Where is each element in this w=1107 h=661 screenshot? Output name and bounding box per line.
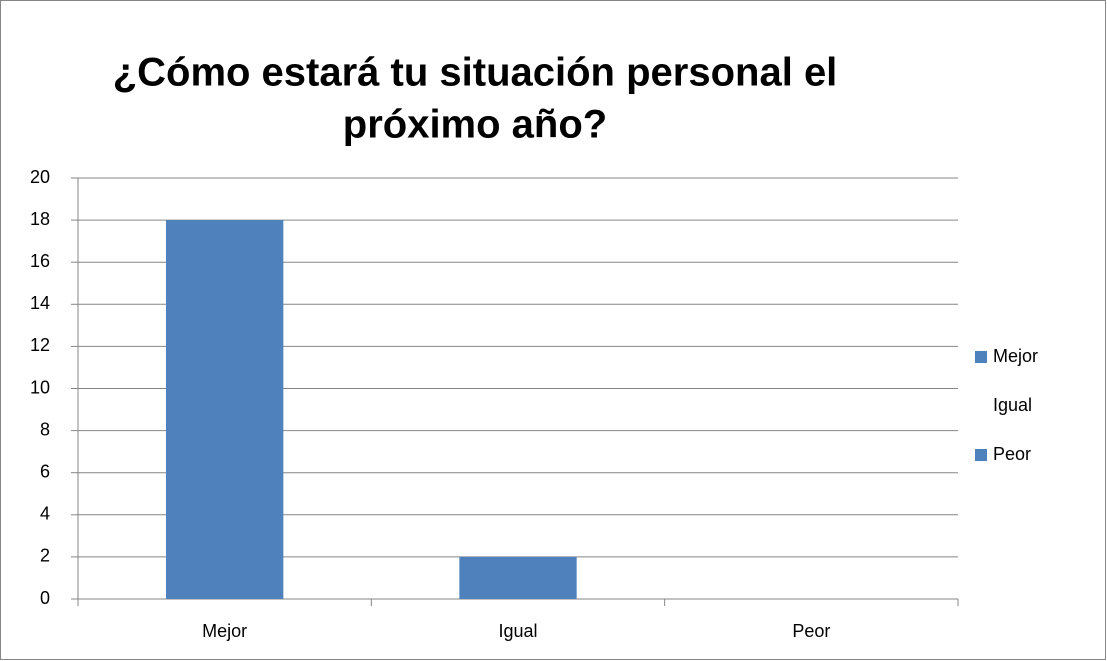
y-tick-label: 6 (40, 461, 50, 481)
x-tick-label: Mejor (202, 621, 247, 641)
legend-marker (975, 449, 987, 461)
y-tick-label: 8 (40, 419, 50, 439)
legend-label: Mejor (993, 346, 1038, 366)
legend-marker (975, 400, 987, 412)
y-tick-label: 16 (30, 251, 50, 271)
y-tick-label: 0 (40, 588, 50, 608)
y-tick-label: 10 (30, 377, 50, 397)
chart-title: ¿Cómo estará tu situación personal el (113, 51, 838, 95)
y-tick-label: 20 (30, 167, 50, 187)
legend-label: Igual (993, 395, 1032, 415)
bar (166, 220, 284, 599)
y-tick-label: 4 (40, 504, 50, 524)
chart-title: próximo año? (343, 103, 607, 147)
bar (459, 556, 577, 599)
x-tick-label: Peor (792, 621, 830, 641)
y-tick-label: 12 (30, 335, 50, 355)
legend-marker (975, 351, 987, 363)
legend-label: Peor (993, 444, 1031, 464)
y-tick-label: 18 (30, 209, 50, 229)
y-tick-label: 2 (40, 546, 50, 566)
y-tick-label: 14 (30, 293, 50, 313)
x-tick-label: Igual (498, 621, 537, 641)
